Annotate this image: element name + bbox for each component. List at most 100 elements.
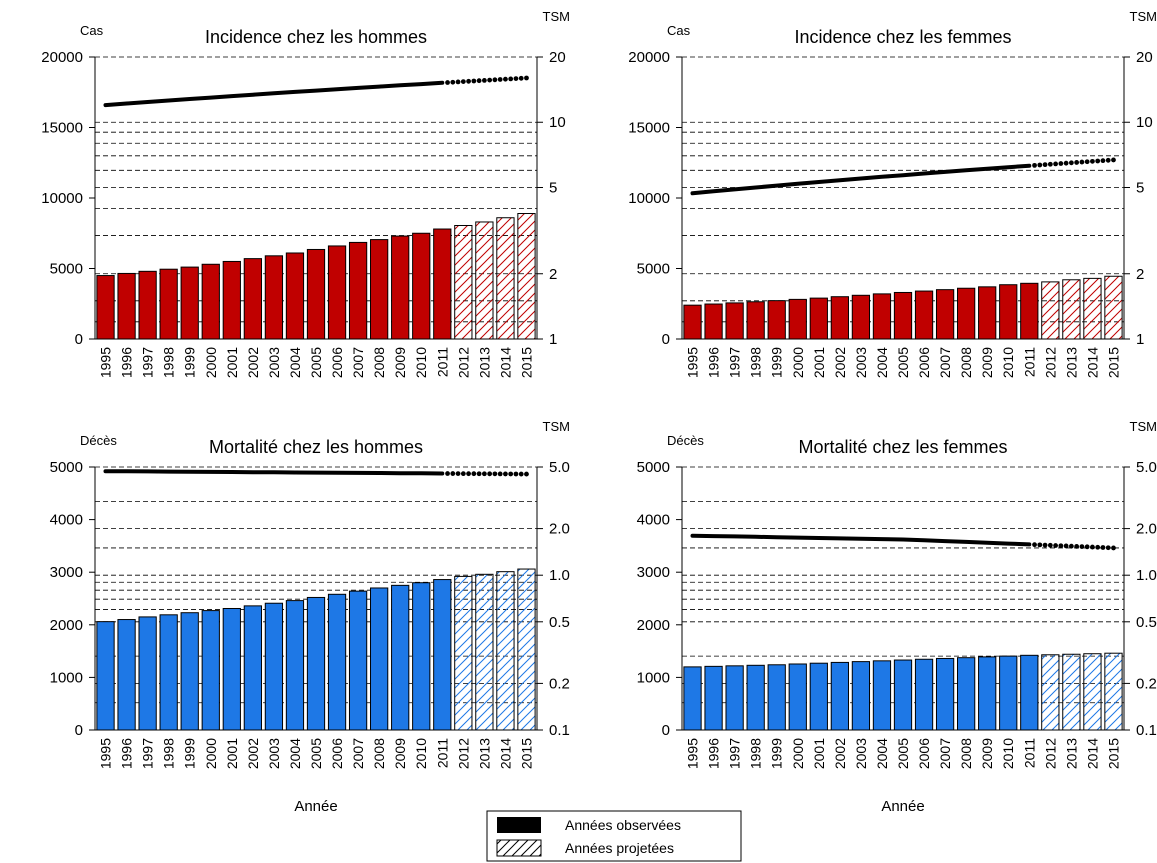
tsm-projected-point bbox=[497, 77, 503, 82]
y2-axis-label: TSM bbox=[543, 9, 570, 24]
tsm-line bbox=[690, 157, 1116, 196]
bars bbox=[683, 275, 1123, 340]
tsm-projected-point bbox=[455, 79, 461, 85]
x-tick-label: 2006 bbox=[329, 738, 345, 769]
x-tick-label: 2008 bbox=[371, 738, 387, 769]
y-tick-label: 0 bbox=[662, 331, 670, 348]
x-axis-label: Année bbox=[294, 798, 337, 815]
y-tick-label: 0 bbox=[75, 331, 83, 348]
x-tick-label: 2007 bbox=[350, 347, 366, 378]
y-tick-label: 10000 bbox=[41, 190, 83, 207]
y2-tick-label: 0.5 bbox=[549, 614, 570, 631]
bar-2013 bbox=[475, 573, 494, 731]
bar-2005 bbox=[306, 596, 326, 731]
legend-projected-swatch bbox=[496, 839, 542, 857]
x-tick-label: 2009 bbox=[392, 347, 408, 378]
tsm-projected-point bbox=[445, 80, 450, 85]
y2-tick-label: 5.0 bbox=[1136, 459, 1157, 476]
bar-2006 bbox=[914, 658, 934, 731]
chart-title-incidence-chez-les-hommes: Incidence chez les hommes bbox=[205, 27, 427, 47]
x-tick-label: 1998 bbox=[748, 347, 764, 378]
x-tick-label: 2001 bbox=[224, 738, 240, 769]
x-tick-label: 1997 bbox=[727, 347, 743, 378]
bar-1995 bbox=[96, 275, 115, 340]
bar-2014 bbox=[496, 571, 515, 731]
bar-2015 bbox=[517, 213, 536, 340]
tsm-projected-point bbox=[1068, 160, 1074, 166]
x-tick-label: 2013 bbox=[476, 738, 492, 769]
y2-tick-label: 2.0 bbox=[549, 521, 570, 538]
bar-1995 bbox=[96, 621, 115, 731]
x-tick-label: 2002 bbox=[245, 738, 261, 769]
tsm-projected-point bbox=[1042, 162, 1048, 168]
bar-1995 bbox=[683, 304, 702, 340]
tsm-projected-point bbox=[503, 471, 508, 477]
tsm-projected-point bbox=[476, 78, 482, 84]
incidence-women-panel: 1995 1996 1997 1998 1999 2000 2001 2002 2003 2004… bbox=[628, 9, 1157, 378]
bar-2001 bbox=[222, 607, 241, 731]
y-tick-label: 5000 bbox=[50, 459, 83, 476]
tsm-projected-point bbox=[1053, 161, 1058, 167]
bar-2006 bbox=[327, 593, 347, 731]
y-axis-label: Décès bbox=[80, 433, 117, 448]
tsm-projected-point bbox=[1111, 545, 1116, 551]
bar-2001 bbox=[222, 260, 241, 340]
x-tick-label: 2001 bbox=[224, 347, 240, 378]
tsm-projected-point bbox=[1095, 158, 1101, 164]
bar-1996 bbox=[117, 272, 136, 340]
x-tick-label: 2000 bbox=[203, 347, 219, 378]
x-tick-label: 1996 bbox=[706, 738, 722, 769]
bar-2003 bbox=[851, 294, 871, 340]
bars bbox=[96, 213, 536, 340]
tsm-projected-point bbox=[1084, 544, 1090, 550]
x-tick-label: 1996 bbox=[119, 347, 135, 378]
tsm-projected-point bbox=[1105, 157, 1111, 163]
x-tick-label: 2001 bbox=[811, 347, 827, 378]
x-tick-label: 2011 bbox=[434, 347, 450, 377]
x-tick-label: 2009 bbox=[979, 738, 995, 769]
y2-tick-label: 20 bbox=[1136, 49, 1153, 66]
x-tick-label: 1995 bbox=[685, 347, 701, 378]
y2-tick-label: 2 bbox=[1136, 266, 1144, 283]
y-tick-label: 10000 bbox=[628, 190, 670, 207]
x-tick-labels: 1995 1996 1997 1998 1999 2000 2001 2002 2003 2004… bbox=[98, 347, 535, 378]
x-tick-label: 1999 bbox=[769, 738, 785, 769]
bar-1996 bbox=[704, 665, 723, 731]
x-tick-label: 2008 bbox=[371, 347, 387, 378]
y2-tick-label: 1 bbox=[549, 331, 557, 348]
x-tick-label: 2007 bbox=[350, 738, 366, 769]
tsm-projected-point bbox=[503, 76, 508, 82]
x-tick-label: 1995 bbox=[98, 738, 114, 769]
tsm-projected-point bbox=[524, 75, 529, 81]
tsm-projected-point bbox=[466, 471, 471, 477]
bar-2012 bbox=[454, 575, 473, 731]
x-tick-label: 2002 bbox=[832, 347, 848, 378]
bar-2008 bbox=[370, 587, 389, 731]
bar-2012 bbox=[1041, 281, 1060, 340]
bar-2009 bbox=[391, 584, 410, 731]
tsm-projected-point bbox=[1084, 159, 1090, 165]
tsm-projected-point bbox=[1047, 161, 1053, 167]
x-tick-label: 2014 bbox=[1084, 738, 1100, 769]
bar-2010 bbox=[412, 582, 431, 731]
x-tick-label: 2007 bbox=[937, 738, 953, 769]
x-tick-label: 2015 bbox=[1105, 347, 1121, 378]
y-tick-labels: 0 1000 2000 3000 4000 5000 bbox=[637, 459, 682, 739]
tsm-observed-line bbox=[103, 80, 445, 108]
bar-1999 bbox=[767, 300, 786, 340]
tsm-projected-point bbox=[1032, 162, 1037, 168]
y-tick-label: 3000 bbox=[637, 564, 670, 581]
tsm-projected-point bbox=[513, 471, 519, 477]
y2-tick-labels: 1 2 5 10 20 bbox=[1124, 49, 1153, 348]
tsm-projected-point bbox=[466, 78, 471, 84]
bar-1997 bbox=[725, 665, 744, 731]
x-tick-labels: 1995 1996 1997 1998 1999 2000 2001 2002 2003 2004… bbox=[98, 738, 535, 769]
x-axis-label: Année bbox=[881, 798, 924, 815]
bar-2008 bbox=[370, 239, 389, 340]
x-tick-label: 2011 bbox=[1021, 738, 1037, 768]
x-tick-label: 2002 bbox=[832, 738, 848, 769]
bar-2008 bbox=[957, 287, 976, 340]
bar-2015 bbox=[1104, 652, 1123, 731]
y2-tick-label: 0.5 bbox=[1136, 614, 1157, 631]
